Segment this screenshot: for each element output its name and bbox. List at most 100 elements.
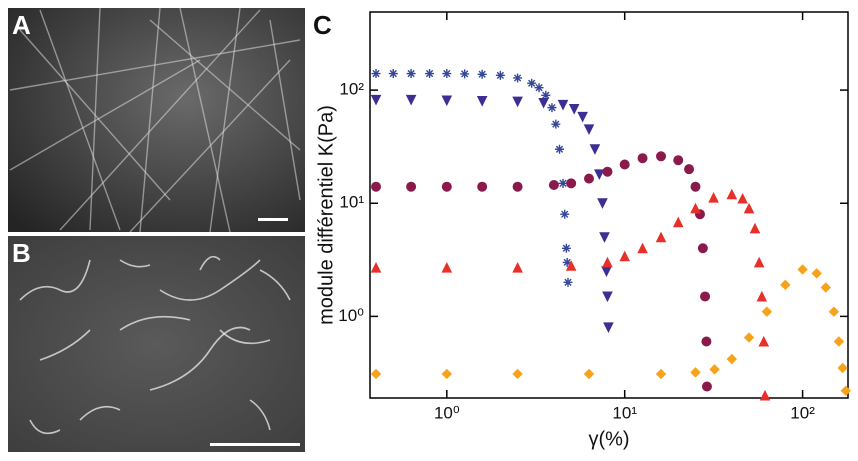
data-point (743, 332, 755, 343)
data-point (566, 178, 577, 189)
data-point (697, 243, 708, 254)
y-tick-label: 10² (339, 80, 364, 99)
data-point (619, 159, 630, 170)
series (371, 151, 712, 392)
data-point (602, 166, 613, 177)
data-point (756, 290, 768, 302)
data-point (753, 256, 765, 268)
panel-label: A (12, 10, 31, 40)
data-point (690, 181, 701, 192)
data-point (548, 179, 559, 190)
data-point (761, 306, 773, 317)
series (370, 188, 771, 401)
panel-label: B (12, 238, 31, 268)
data-point (655, 231, 667, 243)
data-point (749, 222, 761, 234)
data-point (371, 181, 382, 192)
data-point (840, 385, 852, 397)
plot: 10⁰ 10¹ 10² 10⁰ 10¹ 10² γ(%) module différentie… (315, 11, 852, 450)
data-point (512, 261, 523, 273)
data-point (557, 99, 569, 111)
data-point (797, 264, 808, 275)
data-point (780, 279, 791, 291)
data-point (551, 119, 561, 129)
data-point (577, 111, 588, 123)
data-point (425, 69, 435, 79)
data-point (820, 282, 831, 293)
data-point (599, 232, 610, 243)
data-point (442, 69, 452, 79)
data-point (541, 90, 551, 100)
data-point (828, 306, 840, 317)
data-point (370, 368, 382, 380)
data-point (371, 69, 381, 79)
data-point (534, 83, 544, 93)
data-point (601, 266, 612, 277)
data-point (583, 124, 595, 135)
data-point (512, 368, 523, 380)
image-a (8, 7, 305, 233)
data-point (758, 335, 770, 347)
data-point (690, 202, 701, 214)
y-tick-label: 10¹ (339, 193, 364, 212)
data-point (637, 153, 648, 164)
data-point (583, 368, 595, 380)
data-point (441, 95, 453, 107)
data-point (737, 192, 748, 204)
data-point (441, 368, 453, 380)
data-point (594, 169, 605, 180)
data-point (709, 364, 720, 375)
data-point (558, 178, 568, 188)
data-point (476, 96, 488, 107)
data-point (560, 209, 570, 219)
data-point (811, 268, 822, 279)
data-point (619, 250, 631, 262)
data-point (513, 73, 523, 83)
data-point (512, 96, 523, 108)
data-point (477, 181, 488, 192)
data-point (460, 69, 470, 79)
data-point (700, 291, 711, 302)
data-point (726, 188, 738, 200)
data-point (565, 260, 577, 271)
data-point (477, 69, 487, 79)
data-point (690, 367, 701, 378)
data-point (370, 94, 382, 106)
data-point (538, 97, 549, 109)
plot-frame (369, 11, 849, 399)
series (370, 264, 852, 397)
data-point (597, 198, 608, 209)
data-point (602, 256, 613, 268)
data-point (561, 243, 571, 253)
data-point (554, 144, 564, 154)
data-point (406, 69, 416, 79)
image-b (8, 236, 305, 452)
data-point (589, 144, 601, 155)
data-point (568, 104, 580, 115)
series (371, 69, 573, 287)
data-point (833, 336, 845, 347)
data-point (602, 291, 613, 303)
y-axis-label: module différentiel K(Pa) (315, 105, 337, 325)
data-point (603, 322, 614, 333)
data-point (637, 242, 648, 254)
data-point (673, 155, 684, 166)
data-point (701, 336, 712, 347)
data-point (527, 78, 537, 88)
x-tick-label: 10¹ (612, 403, 637, 422)
data-point (441, 261, 453, 273)
data-point (547, 103, 557, 113)
data-point (563, 277, 573, 287)
data-point (562, 257, 572, 267)
data-point (837, 362, 848, 374)
series (370, 94, 614, 333)
panel-label: C (313, 10, 332, 40)
data-point (441, 181, 452, 192)
x-axis-label: γ(%) (588, 428, 629, 450)
data-point (405, 94, 417, 106)
data-point (708, 192, 719, 203)
x-tick-label: 10² (790, 403, 815, 422)
data-point (672, 216, 684, 228)
data-point (495, 70, 505, 80)
